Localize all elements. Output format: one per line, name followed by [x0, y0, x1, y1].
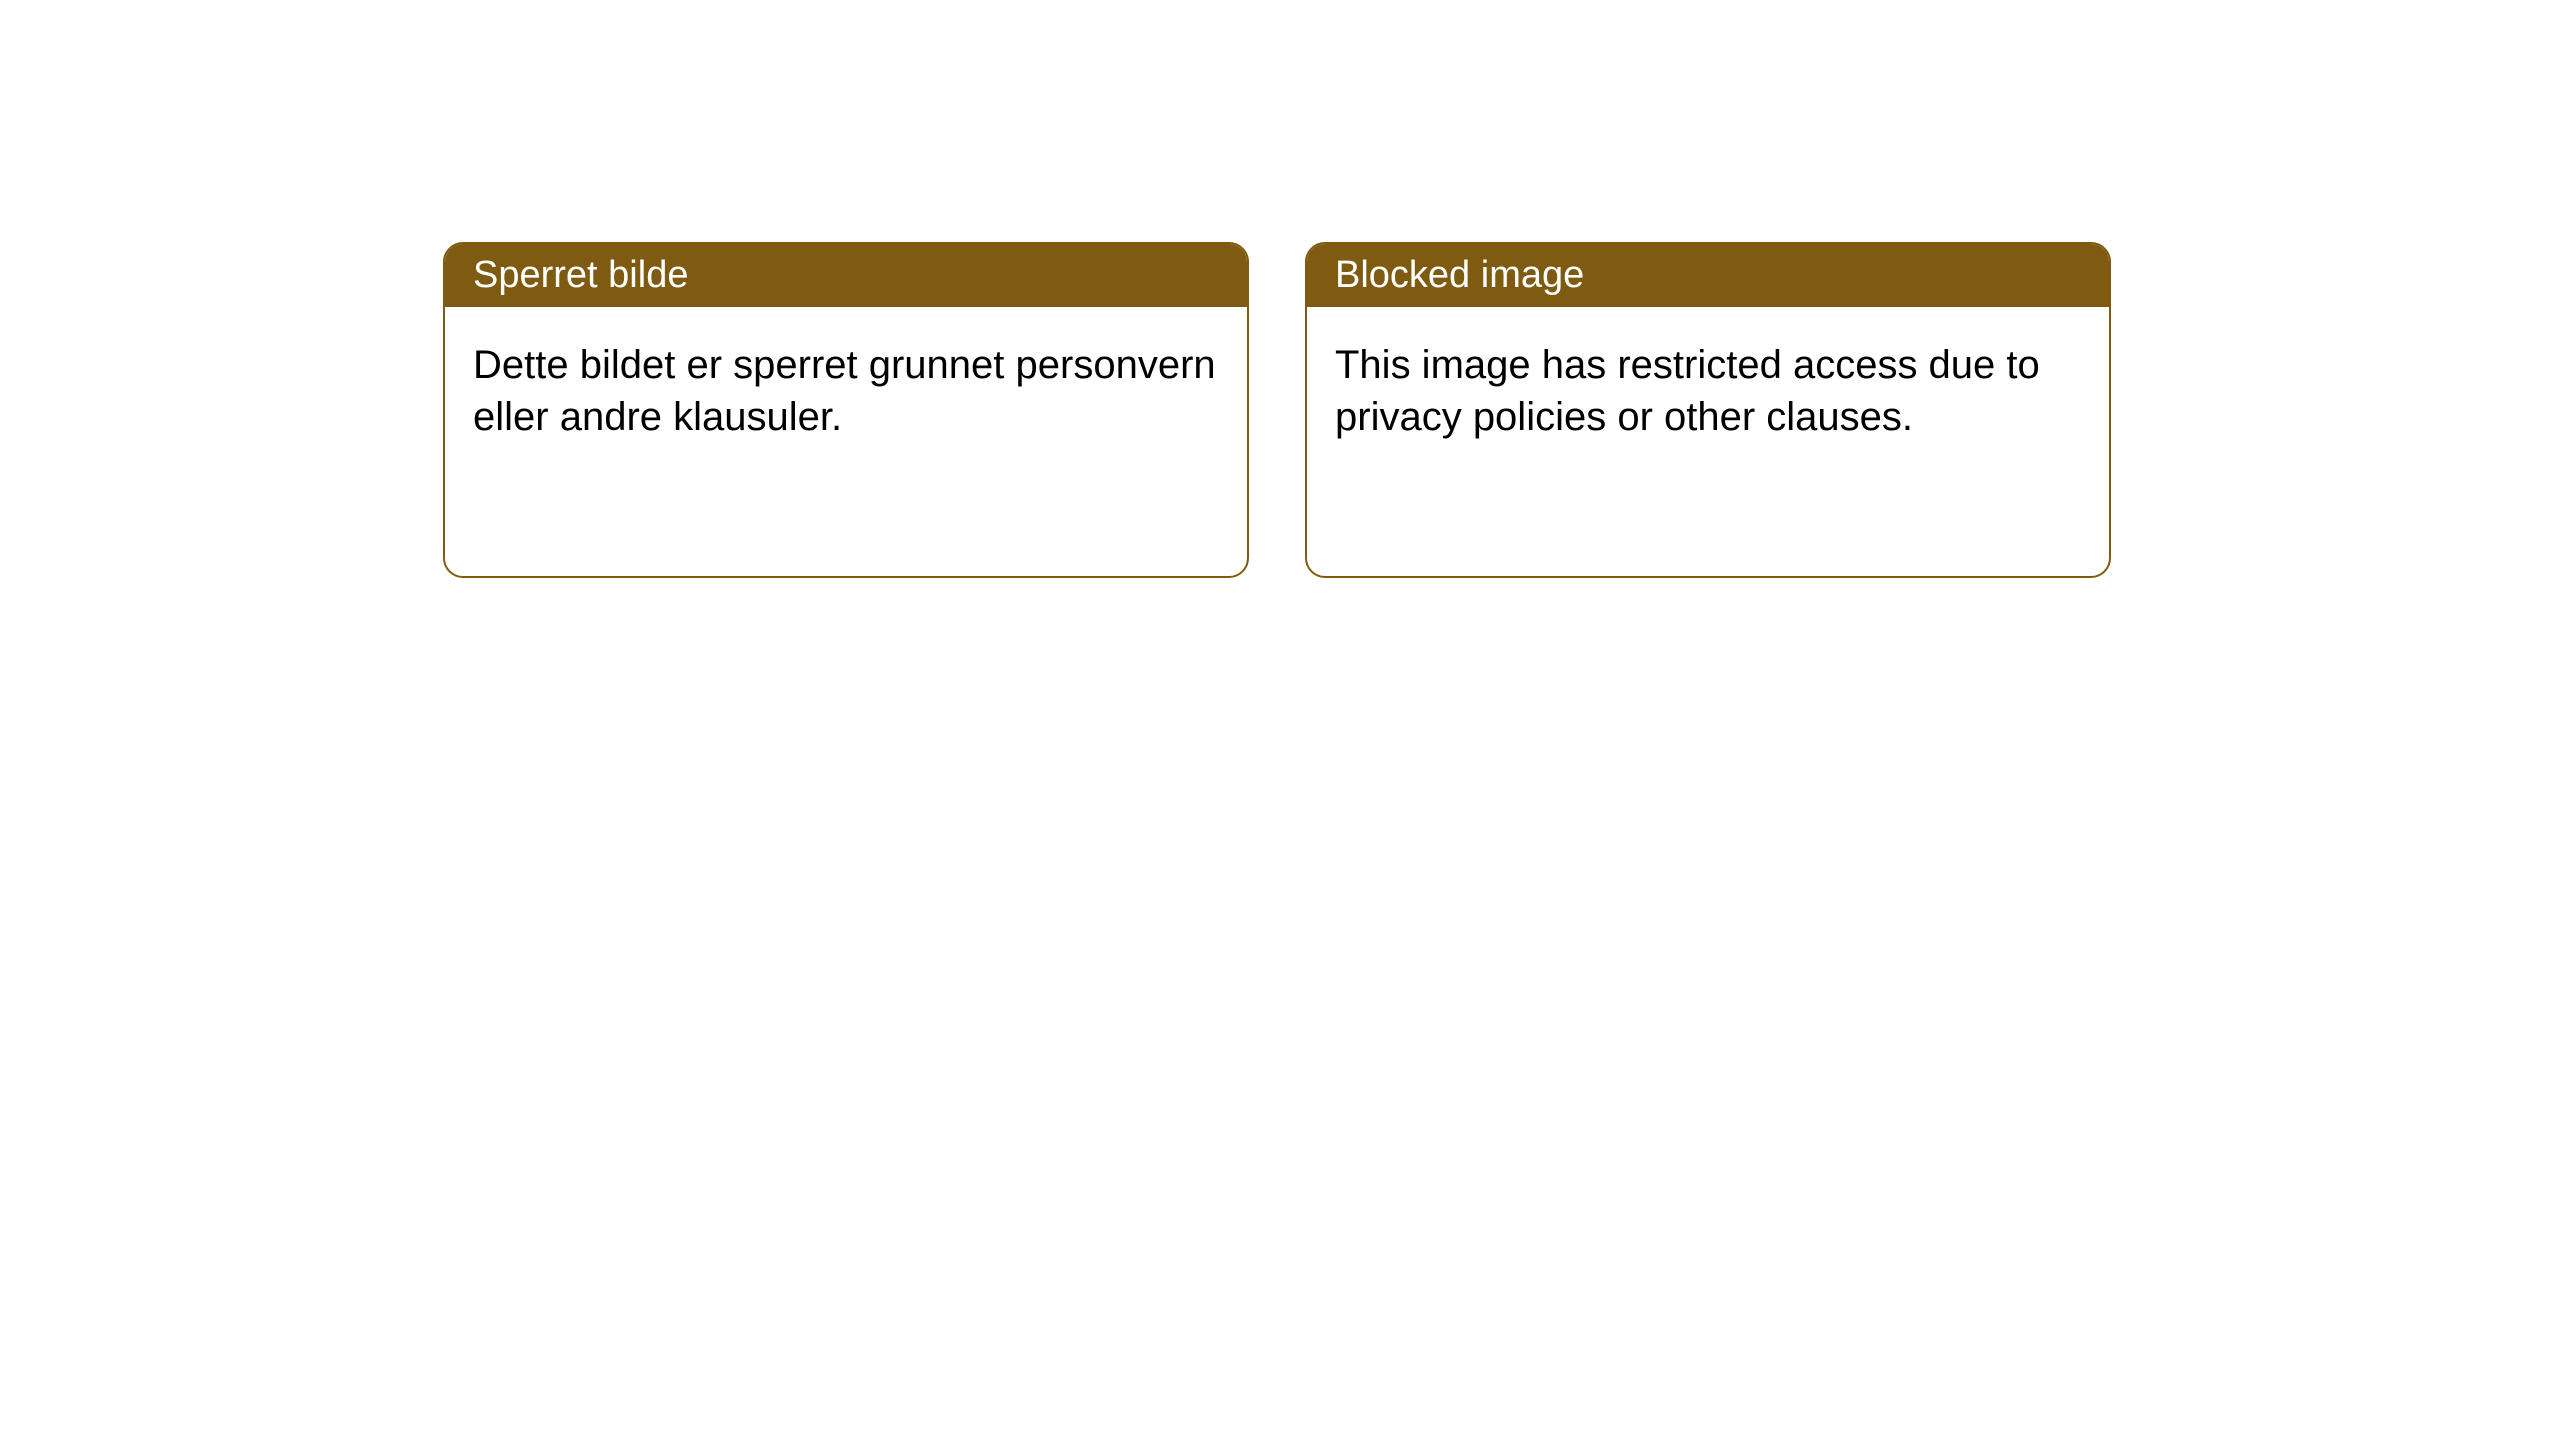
card-body: This image has restricted access due to … [1307, 307, 2109, 475]
card-header: Sperret bilde [445, 244, 1247, 307]
card-body-text: Dette bildet er sperret grunnet personve… [473, 343, 1216, 439]
notice-container: Sperret bilde Dette bildet er sperret gr… [0, 0, 2560, 578]
card-header: Blocked image [1307, 244, 2109, 307]
card-body-text: This image has restricted access due to … [1335, 343, 2040, 439]
notice-card-english: Blocked image This image has restricted … [1305, 242, 2111, 578]
card-body: Dette bildet er sperret grunnet personve… [445, 307, 1247, 475]
card-header-title: Blocked image [1335, 254, 1584, 296]
notice-card-norwegian: Sperret bilde Dette bildet er sperret gr… [443, 242, 1249, 578]
card-header-title: Sperret bilde [473, 254, 688, 296]
